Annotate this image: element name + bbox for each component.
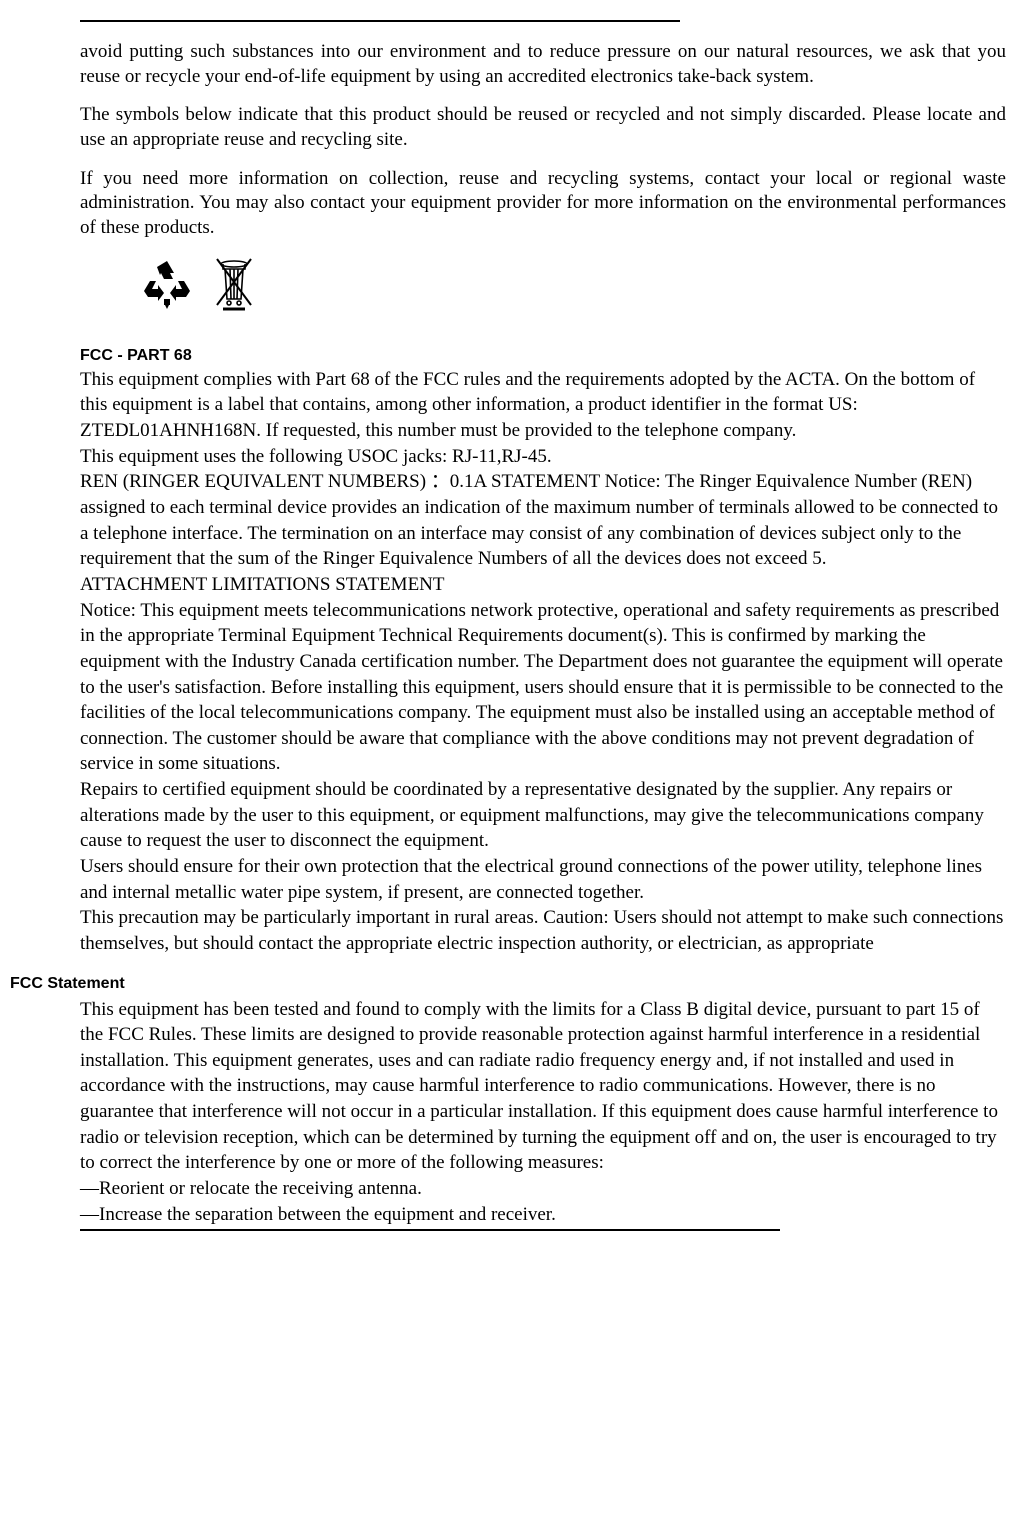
- heading-fcc-part-68: FCC - PART 68: [80, 347, 1006, 365]
- recycle-icon: [140, 257, 194, 317]
- footer-rule: [80, 1229, 780, 1231]
- weee-bin-icon: [211, 255, 257, 319]
- document-content: avoid putting such substances into our e…: [80, 40, 1006, 957]
- recycling-icons: [140, 255, 1006, 319]
- fcc-statement-body: This equipment has been tested and found…: [80, 997, 1006, 1228]
- fcc-statement-content: This equipment has been tested and found…: [80, 997, 1006, 1228]
- paragraph-reuse: avoid putting such substances into our e…: [80, 40, 1006, 89]
- fcc-part-68-body: This equipment complies with Part 68 of …: [80, 367, 1006, 957]
- paragraph-symbols: The symbols below indicate that this pro…: [80, 103, 1006, 152]
- paragraph-more-info: If you need more information on collecti…: [80, 167, 1006, 241]
- heading-fcc-statement: FCC Statement: [10, 975, 1026, 993]
- header-rule: [80, 20, 680, 22]
